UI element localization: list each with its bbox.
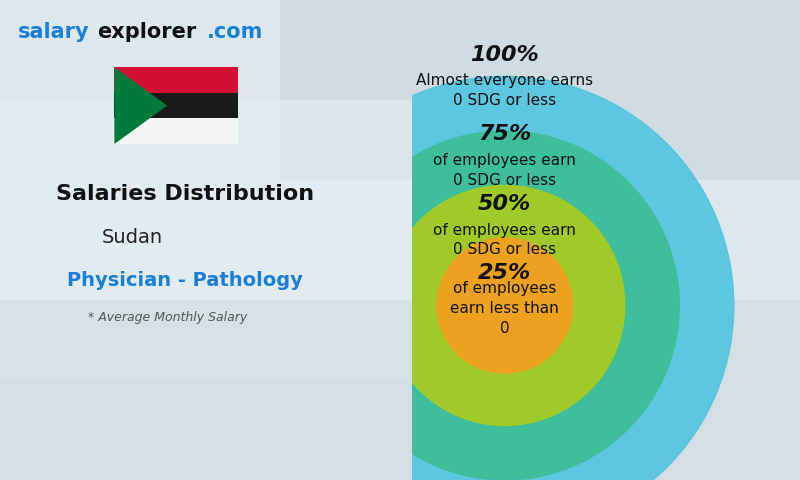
Bar [0, 300, 800, 480]
Text: 100%: 100% [470, 45, 539, 64]
Text: Sudan: Sudan [102, 228, 162, 247]
Text: of employees earn
0 SDG or less: of employees earn 0 SDG or less [434, 223, 576, 257]
Text: salary: salary [18, 22, 90, 42]
Text: .com: .com [206, 22, 263, 42]
Bar [114, 119, 238, 144]
Bar [0, 100, 420, 380]
Circle shape [385, 185, 625, 425]
Text: 75%: 75% [478, 124, 531, 144]
Circle shape [330, 131, 679, 480]
Bar [114, 93, 238, 119]
Text: 50%: 50% [478, 194, 531, 214]
Text: Almost everyone earns
0 SDG or less: Almost everyone earns 0 SDG or less [416, 73, 594, 108]
Bar [280, 0, 800, 180]
Circle shape [276, 76, 734, 480]
Text: Salaries Distribution: Salaries Distribution [56, 184, 314, 204]
Polygon shape [114, 67, 167, 144]
Text: explorer: explorer [97, 22, 196, 42]
Text: * Average Monthly Salary: * Average Monthly Salary [87, 311, 247, 324]
Text: Physician - Pathology: Physician - Pathology [67, 271, 302, 290]
Bar [114, 67, 238, 93]
Circle shape [437, 238, 572, 373]
Text: of employees
earn less than
0: of employees earn less than 0 [450, 281, 559, 336]
Text: of employees earn
0 SDG or less: of employees earn 0 SDG or less [434, 153, 576, 188]
Text: 25%: 25% [478, 263, 531, 283]
